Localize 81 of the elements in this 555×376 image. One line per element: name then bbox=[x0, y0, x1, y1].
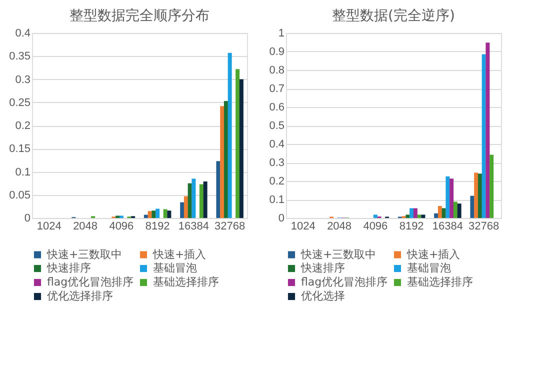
x-tick-label: 32768 bbox=[214, 220, 246, 232]
y-tick-label: 0.05 bbox=[9, 189, 30, 202]
y-tick-label: 0.8 bbox=[269, 64, 284, 76]
legend-label: flag优化冒泡排序 bbox=[301, 276, 388, 288]
y-tick-label: 0.2 bbox=[269, 176, 284, 188]
bar bbox=[144, 214, 148, 218]
y-tick-label: 0.7 bbox=[269, 83, 284, 95]
bar bbox=[417, 214, 422, 218]
legend-label: 快速+三数取中 bbox=[46, 248, 122, 261]
bar bbox=[450, 178, 454, 218]
legend-label: 基础冒泡 bbox=[153, 262, 197, 274]
chart-title: 整型数据完全顺序分布 bbox=[70, 8, 210, 24]
bar bbox=[373, 214, 378, 218]
bar bbox=[406, 214, 410, 218]
legend-label: 快速+插入 bbox=[406, 248, 460, 261]
bar bbox=[421, 214, 426, 218]
legend-label: 基础选择排序 bbox=[407, 276, 473, 288]
legend-label: 优化选择排序 bbox=[47, 290, 113, 302]
x-tick-label: 1024 bbox=[36, 220, 62, 232]
bar bbox=[239, 79, 244, 218]
legend-label: 快速+三数取中 bbox=[300, 248, 376, 261]
bar bbox=[470, 196, 474, 218]
legend-label: 快速+插入 bbox=[152, 248, 206, 261]
y-tick-label: 0.4 bbox=[269, 138, 284, 150]
x-tick-label: 1024 bbox=[290, 220, 316, 232]
bar bbox=[446, 176, 450, 218]
legend-label: 快速排序 bbox=[46, 262, 91, 274]
bar bbox=[180, 202, 184, 218]
x-tick-label: 16384 bbox=[178, 220, 209, 232]
y-tick-label: 0.25 bbox=[9, 96, 30, 109]
y-tick-label: 0.1 bbox=[15, 166, 30, 178]
bar bbox=[167, 210, 172, 218]
x-tick-label: 8192 bbox=[145, 220, 170, 232]
x-tick-label: 8192 bbox=[399, 220, 424, 232]
bar bbox=[224, 100, 228, 218]
legend-label: 基础冒泡 bbox=[407, 262, 451, 274]
bar bbox=[486, 42, 490, 218]
x-tick-label: 2048 bbox=[73, 220, 98, 232]
y-tick-label: 0.3 bbox=[269, 157, 284, 169]
chart-title: 整型数据(完全逆序) bbox=[332, 8, 455, 24]
bar bbox=[152, 210, 156, 218]
x-tick-label: 32768 bbox=[468, 220, 500, 232]
bar bbox=[457, 204, 462, 218]
bar bbox=[490, 154, 494, 218]
legend-label: 基础选择排序 bbox=[153, 276, 219, 288]
bar bbox=[413, 208, 418, 218]
bar bbox=[474, 172, 478, 218]
bar bbox=[216, 161, 220, 218]
bar bbox=[203, 181, 208, 218]
y-tick-label: 0.6 bbox=[269, 102, 284, 114]
bar bbox=[410, 208, 414, 218]
x-tick-label: 16384 bbox=[432, 220, 463, 232]
bar bbox=[192, 178, 196, 218]
y-tick-label: 0 bbox=[24, 212, 30, 224]
x-tick-label: 4096 bbox=[363, 220, 388, 232]
bar bbox=[184, 196, 188, 218]
bar bbox=[228, 52, 232, 218]
y-tick-label: 0.15 bbox=[9, 143, 30, 156]
y-tick-label: 0.4 bbox=[15, 28, 30, 40]
y-tick-label: 0.5 bbox=[269, 120, 284, 132]
legend-label: 快速排序 bbox=[300, 262, 345, 274]
bar bbox=[220, 106, 224, 218]
bar bbox=[163, 209, 168, 218]
x-tick-label: 4096 bbox=[109, 220, 134, 232]
y-tick-label: 1 bbox=[278, 28, 284, 40]
y-tick-label: 0.3 bbox=[15, 74, 30, 86]
bar bbox=[434, 213, 438, 218]
bar bbox=[199, 184, 204, 218]
x-tick-label: 2048 bbox=[327, 220, 352, 232]
y-tick-label: 0.2 bbox=[15, 120, 30, 132]
bar bbox=[236, 69, 240, 218]
legend-label: 优化选择 bbox=[301, 290, 345, 302]
y-tick-label: 0.35 bbox=[9, 50, 30, 63]
bar bbox=[453, 202, 458, 218]
y-tick-label: 0.1 bbox=[269, 194, 284, 206]
legend-label: flag优化冒泡排序 bbox=[47, 276, 134, 288]
y-tick-label: 0.9 bbox=[269, 46, 284, 58]
bar bbox=[438, 206, 442, 218]
bar bbox=[156, 208, 160, 218]
y-tick-label: 0 bbox=[278, 212, 284, 224]
bar bbox=[478, 174, 482, 218]
